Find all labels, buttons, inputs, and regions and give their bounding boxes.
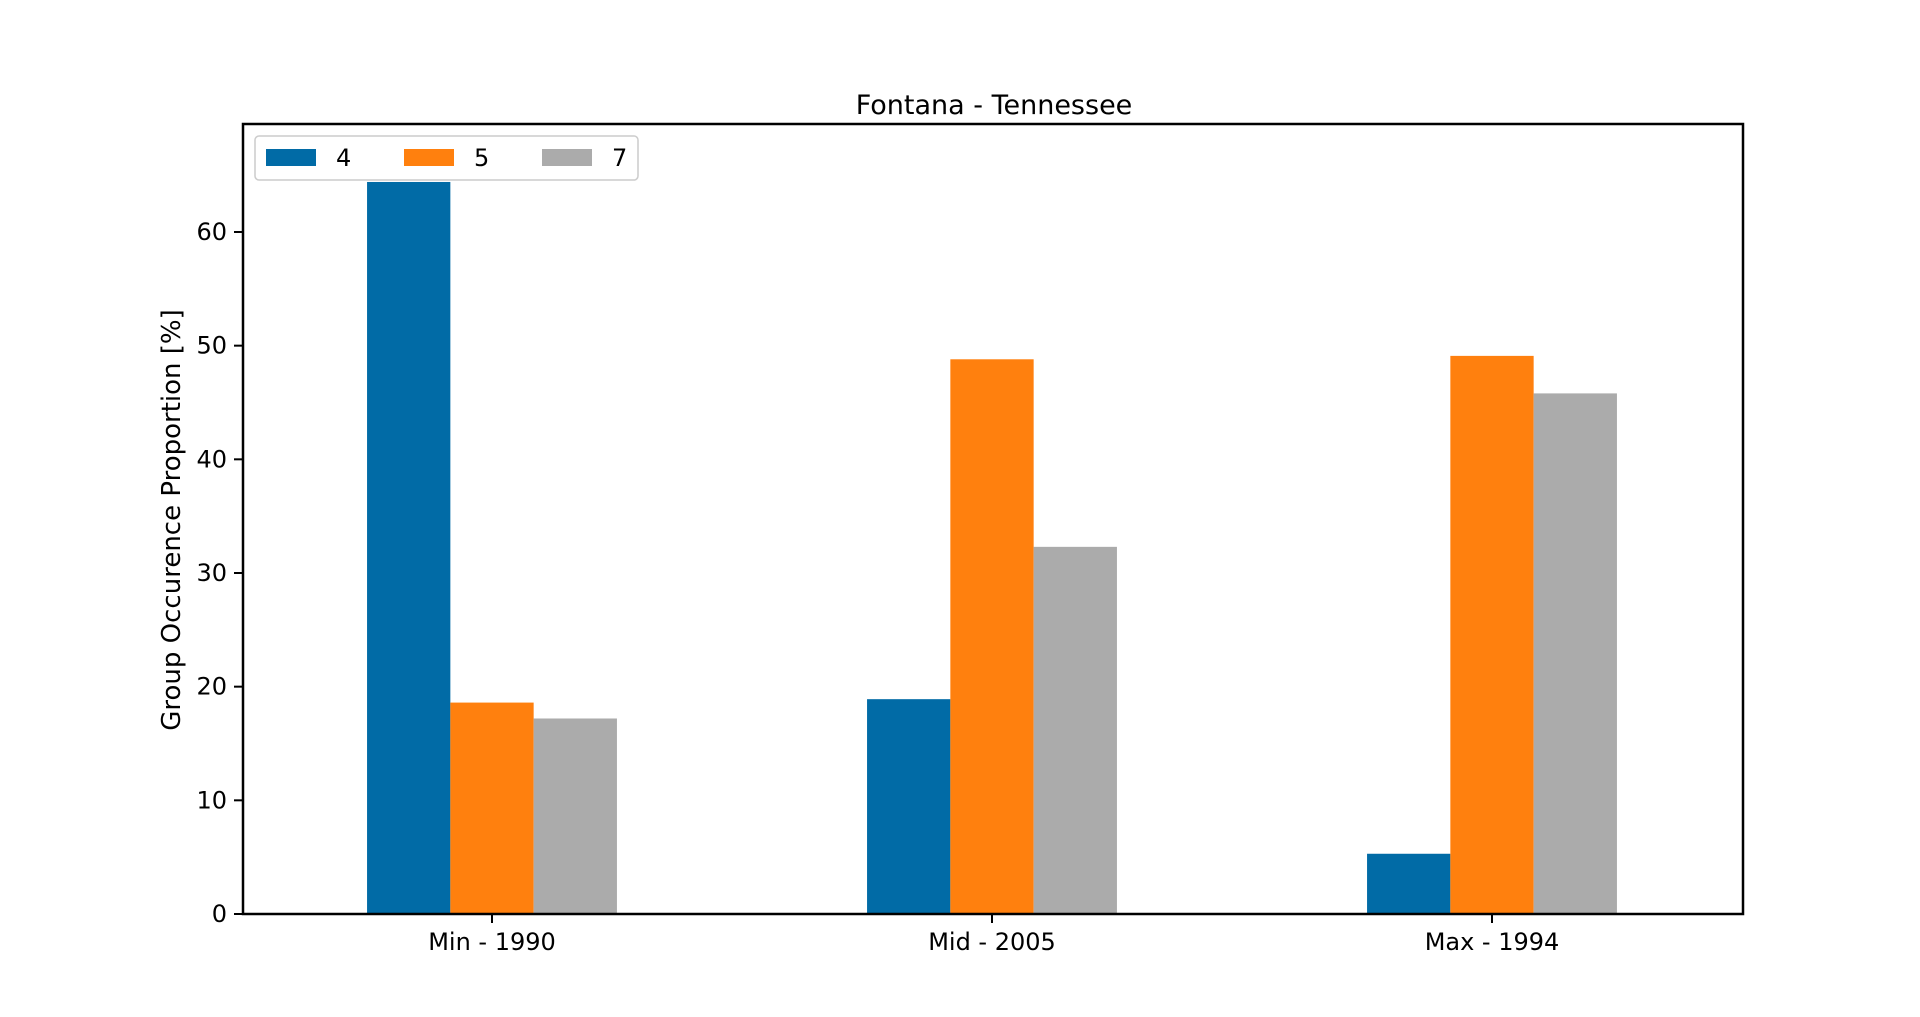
y-tick-label: 60 [196, 218, 227, 246]
x-tick-label: Max - 1994 [1425, 928, 1560, 956]
chart-title: Fontana - Tennessee [856, 90, 1133, 121]
y-tick-label: 10 [196, 786, 227, 814]
x-tick-label: Mid - 2005 [928, 928, 1056, 956]
x-tick-label: Min - 1990 [428, 928, 556, 956]
legend-label-series-7: 7 [612, 144, 627, 172]
legend-label-series-5: 5 [474, 144, 489, 172]
bar-max-1994-series-5 [1450, 355, 1534, 914]
bar-max-1994-series-4 [1367, 853, 1451, 914]
bar-max-1994-series-7 [1533, 393, 1617, 914]
legend-label-series-4: 4 [336, 144, 351, 172]
legend: 4 5 7 [254, 135, 639, 181]
y-axis: 0 10 20 30 40 50 60 [196, 218, 243, 928]
bars-group [367, 181, 1617, 915]
legend-swatch-series-5 [404, 149, 454, 166]
y-tick-label: 40 [196, 445, 227, 473]
bar-mid-2005-series-5 [950, 359, 1034, 914]
y-axis-title: Group Occurence Proportion [%] [157, 309, 187, 731]
bar-min-1990-series-4 [367, 181, 451, 915]
legend-swatch-series-7 [542, 149, 592, 166]
bar-min-1990-series-5 [450, 702, 534, 914]
legend-swatch-series-4 [266, 149, 316, 166]
bar-min-1990-series-7 [533, 718, 617, 914]
bar-mid-2005-series-4 [867, 699, 951, 914]
x-axis: Min - 1990 Mid - 2005 Max - 1994 [428, 914, 1559, 956]
y-tick-label: 50 [196, 332, 227, 360]
y-tick-label: 0 [212, 900, 227, 928]
bar-mid-2005-series-7 [1033, 546, 1117, 914]
y-tick-label: 30 [196, 559, 227, 587]
y-tick-label: 20 [196, 673, 227, 701]
